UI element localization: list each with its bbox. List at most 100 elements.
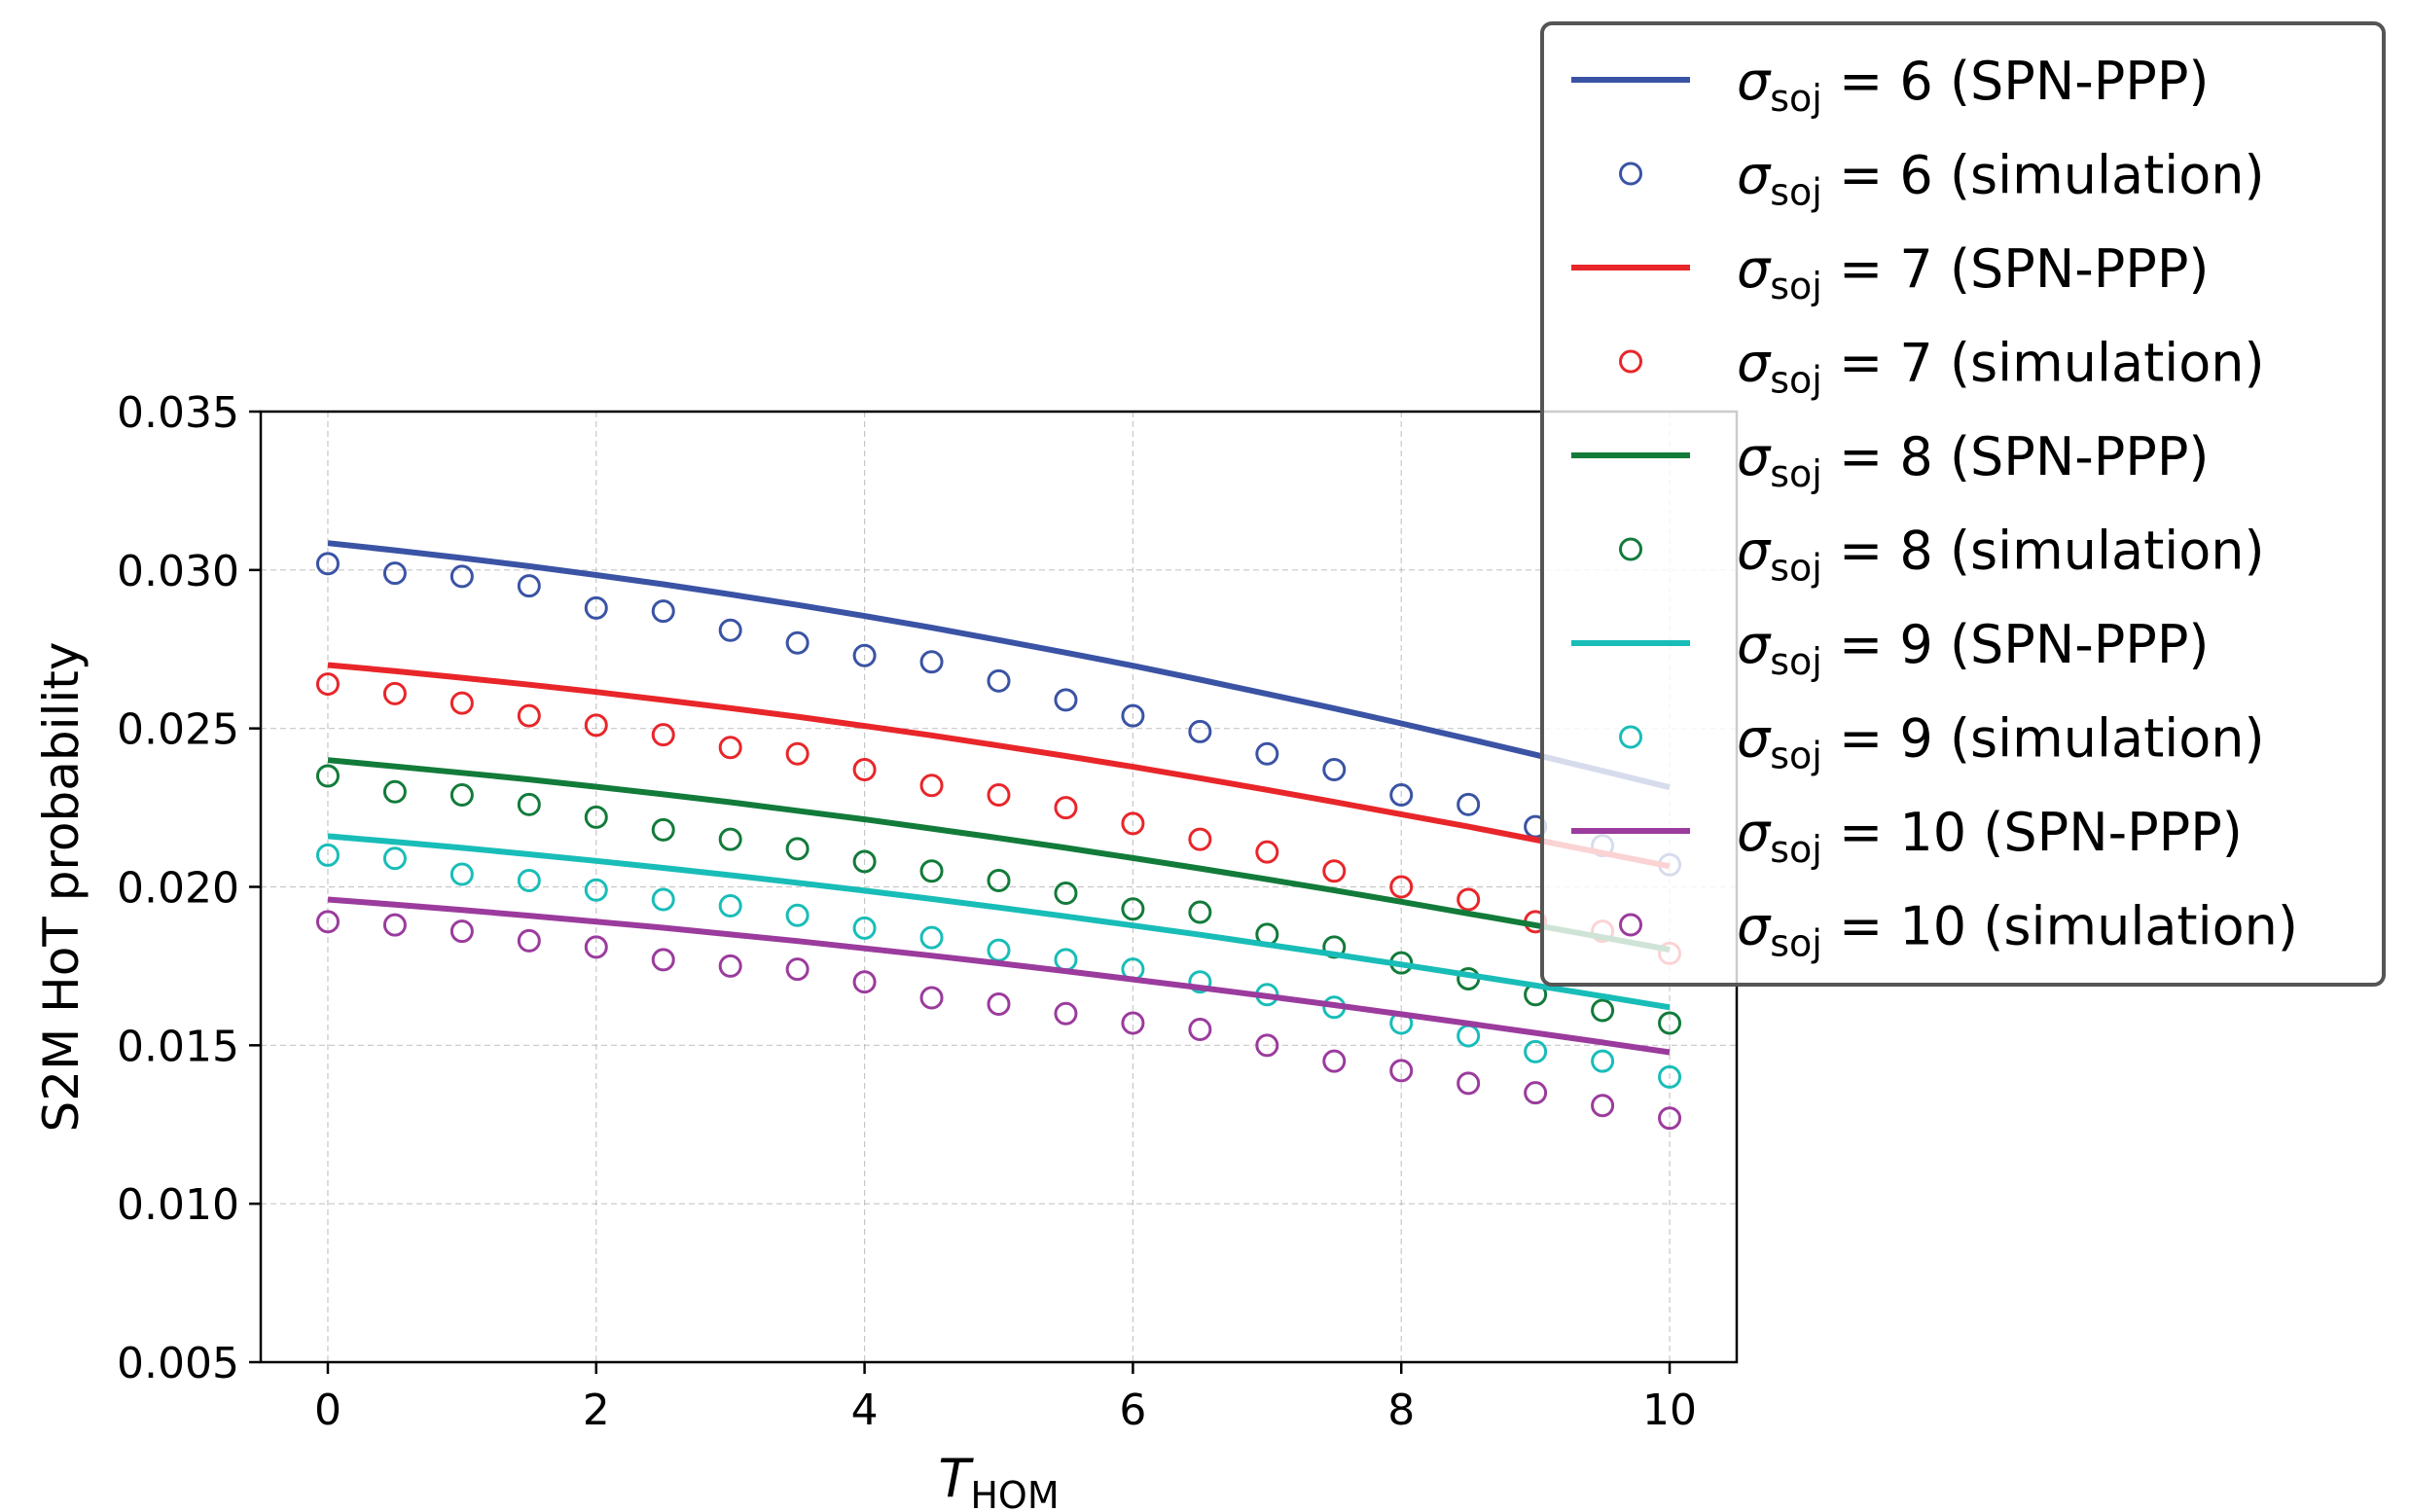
legend-label: σsoj = 7 (simulation)	[1737, 333, 2265, 402]
legend-label: σsoj = 8 (simulation)	[1737, 521, 2265, 590]
simulation-point-10	[852, 970, 877, 994]
series-8	[315, 757, 1682, 1035]
simulation-point-6	[718, 618, 742, 642]
legend: σsoj = 6 (SPN-PPP)σsoj = 6 (simulation)σ…	[1540, 21, 2386, 987]
simulation-point-7	[718, 736, 742, 760]
simulation-point-9	[450, 862, 474, 886]
simulation-point-6	[1322, 758, 1347, 782]
legend-subscript: soj	[1770, 735, 1822, 777]
simulation-point-10	[1591, 1094, 1615, 1118]
legend-marker-swatch	[1619, 162, 1642, 186]
legend-symbol: σ	[1737, 145, 1772, 206]
x-tick-label: 6	[1119, 1386, 1146, 1435]
legend-entry-9-model: σsoj = 9 (SPN-PPP)	[1571, 614, 2210, 683]
simulation-point-10	[1188, 1018, 1212, 1042]
simulation-point-10	[718, 954, 742, 978]
simulation-point-8	[1188, 900, 1212, 924]
plot-content	[315, 540, 1682, 1131]
simulation-point-7	[584, 713, 608, 738]
simulation-point-9	[1524, 1039, 1548, 1063]
simulation-point-7	[1322, 859, 1347, 883]
legend-value: = 8 (SPN-PPP)	[1822, 426, 2210, 487]
simulation-point-10	[517, 928, 541, 953]
simulation-point-7	[450, 691, 474, 715]
simulation-point-9	[1658, 1064, 1682, 1089]
simulation-point-9	[785, 903, 809, 927]
legend-symbol: σ	[1737, 802, 1772, 863]
simulation-point-7	[785, 741, 809, 766]
y-tick-label: 0.005	[117, 1339, 239, 1388]
legend-entry-7-sim: σsoj = 7 (simulation)	[1619, 333, 2265, 402]
model-line-9	[327, 833, 1671, 1011]
y-axis-label: S2M HoT probability	[33, 642, 90, 1133]
legend-box	[1540, 21, 2386, 987]
legend-value: = 10 (simulation)	[1822, 896, 2298, 957]
simulation-point-8	[718, 827, 742, 851]
simulation-point-6	[987, 668, 1011, 693]
simulation-point-8	[785, 837, 809, 861]
legend-entry-10-model: σsoj = 10 (SPN-PPP)	[1571, 802, 2243, 871]
legend-label: σsoj = 9 (SPN-PPP)	[1737, 614, 2210, 683]
legend-symbol: σ	[1737, 896, 1772, 957]
simulation-point-9	[517, 868, 541, 892]
simulation-point-10	[1121, 1011, 1145, 1035]
simulation-point-10	[919, 986, 944, 1010]
legend-value: = 8 (simulation)	[1822, 521, 2265, 582]
simulation-point-10	[987, 991, 1011, 1016]
legend-entry-8-sim: σsoj = 8 (simulation)	[1619, 521, 2265, 590]
simulation-point-10	[1054, 1001, 1078, 1026]
simulation-point-10	[1322, 1049, 1347, 1073]
simulation-point-9	[584, 878, 608, 902]
model-line-8	[327, 757, 1671, 953]
simulation-point-9	[718, 894, 742, 918]
legend-label: σsoj = 10 (SPN-PPP)	[1737, 802, 2243, 871]
legend-entry-10-sim: σsoj = 10 (simulation)	[1619, 896, 2298, 965]
simulation-point-10	[315, 910, 340, 934]
simulation-point-6	[315, 552, 340, 576]
simulation-point-7	[1457, 887, 1481, 912]
legend-entry-7-model: σsoj = 7 (SPN-PPP)	[1571, 238, 2210, 307]
legend-entry-6-model: σsoj = 6 (SPN-PPP)	[1571, 51, 2210, 120]
legend-label: σsoj = 6 (simulation)	[1737, 145, 2265, 214]
simulation-point-8	[382, 779, 407, 804]
simulation-point-7	[852, 758, 877, 782]
simulation-point-6	[1188, 719, 1212, 743]
legend-marker-swatch	[1619, 537, 1642, 561]
y-tick-label: 0.035	[117, 388, 239, 438]
legend-value: = 9 (SPN-PPP)	[1822, 614, 2210, 675]
legend-label: σsoj = 6 (SPN-PPP)	[1737, 51, 2210, 120]
simulation-point-7	[987, 783, 1011, 808]
simulation-point-10	[450, 919, 474, 944]
simulation-point-6	[584, 595, 608, 620]
simulation-point-6	[651, 599, 675, 624]
simulation-point-7	[1389, 875, 1414, 899]
legend-value: = 10 (SPN-PPP)	[1822, 802, 2243, 863]
legend-subscript: soj	[1770, 828, 1822, 871]
simulation-point-8	[1054, 882, 1078, 906]
series-10	[315, 896, 1682, 1131]
legend-label: σsoj = 8 (SPN-PPP)	[1737, 426, 2210, 495]
simulation-point-6	[450, 564, 474, 589]
simulation-point-10	[1457, 1071, 1481, 1096]
simulation-point-6	[1457, 792, 1481, 816]
x-tick-label: 2	[583, 1386, 610, 1435]
legend-symbol: σ	[1737, 426, 1772, 487]
simulation-point-7	[1054, 796, 1078, 820]
x-tick-label: 10	[1642, 1386, 1697, 1435]
simulation-point-6	[1121, 703, 1145, 728]
simulation-point-7	[382, 681, 407, 705]
simulation-point-8	[584, 805, 608, 829]
model-line-6	[327, 540, 1671, 791]
simulation-point-9	[315, 843, 340, 867]
simulation-point-10	[785, 957, 809, 982]
simulation-point-10	[1524, 1081, 1548, 1105]
simulation-point-8	[852, 849, 877, 874]
simulation-point-10	[1658, 1106, 1682, 1131]
y-tick-label: 0.020	[117, 864, 239, 914]
legend-marker-swatch	[1619, 725, 1642, 749]
legend-subscript: soj	[1770, 265, 1822, 307]
legend-subscript: soj	[1770, 547, 1822, 590]
simulation-point-6	[785, 630, 809, 655]
legend-marker-swatch	[1619, 913, 1642, 937]
